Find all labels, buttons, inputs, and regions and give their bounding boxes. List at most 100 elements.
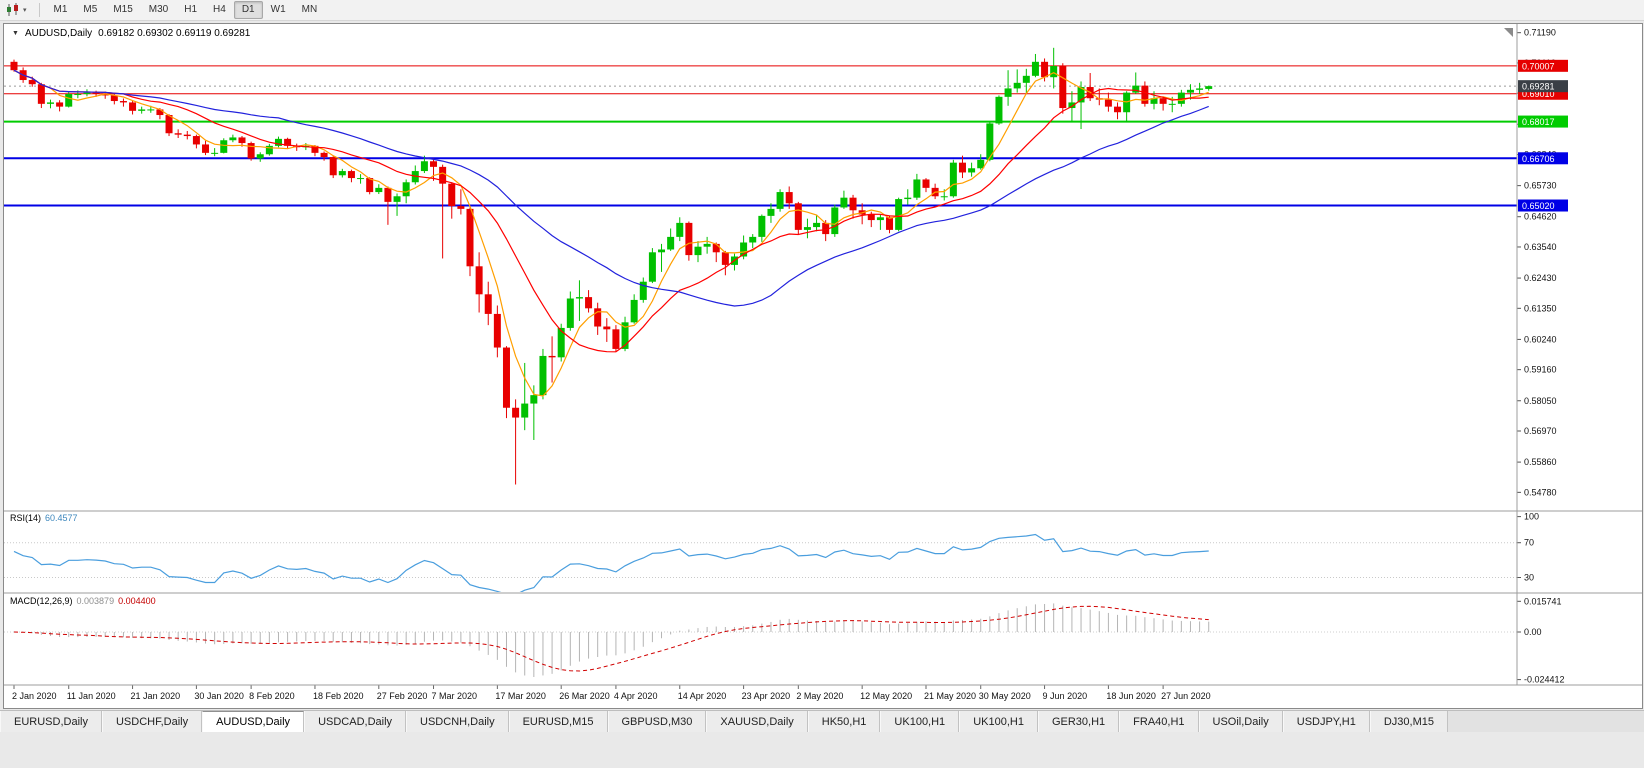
timeframe-toolbar: ▾ M1 M5 M15 M30 H1 H4 D1 W1 MN <box>0 0 1644 21</box>
svg-text:27 Jun 2020: 27 Jun 2020 <box>1161 691 1211 701</box>
chart-window: 0.711900.701100.690300.679200.668400.657… <box>3 23 1643 709</box>
tab-xauusd-daily[interactable]: XAUUSD,Daily <box>706 711 808 732</box>
svg-text:0.71190: 0.71190 <box>1524 28 1556 38</box>
macd-name: MACD(12,26,9) <box>10 596 73 606</box>
macd-main-value: 0.003879 <box>76 596 115 606</box>
rsi-name: RSI(14) <box>10 513 42 523</box>
level-price-label <box>1518 115 1568 128</box>
svg-text:30 Jan 2020: 30 Jan 2020 <box>194 691 244 701</box>
svg-text:11 Jan 2020: 11 Jan 2020 <box>67 691 116 701</box>
collapse-arrow-icon[interactable]: ▼ <box>12 30 19 37</box>
timeframe-button-M30[interactable]: M30 <box>148 4 169 15</box>
svg-text:21 May 2020: 21 May 2020 <box>924 691 976 701</box>
svg-text:0.70007: 0.70007 <box>1522 61 1555 71</box>
tab-usdcad-daily[interactable]: USDCAD,Daily <box>304 711 407 732</box>
svg-text:0.56970: 0.56970 <box>1524 426 1557 436</box>
time-axis: 2 Jan 2020 11 Jan 2020 21 Jan 2020 30 Jan 2… <box>12 685 1211 701</box>
tab-ger30-h1[interactable]: GER30,H1 <box>1037 711 1120 732</box>
chart-symbol-label: AUDUSD,Daily <box>24 28 93 39</box>
svg-text:70: 70 <box>1524 538 1534 548</box>
tab-fra40-h1[interactable]: FRA40,H1 <box>1119 711 1199 732</box>
svg-text:17 Mar 2020: 17 Mar 2020 <box>495 691 546 701</box>
svg-text:0.015741: 0.015741 <box>1524 596 1562 606</box>
macd-indicator-label: MACD(12,26,9) 0.003879 0.004400 <box>10 596 156 606</box>
macd-signal-line <box>13 605 1209 672</box>
svg-text:2 May 2020: 2 May 2020 <box>796 691 843 701</box>
tab-hk50-h1[interactable]: HK50,H1 <box>807 711 881 732</box>
svg-text:-0.024412: -0.024412 <box>1524 675 1565 685</box>
svg-text:0.59160: 0.59160 <box>1524 365 1557 375</box>
svg-text:0.66706: 0.66706 <box>1522 154 1555 164</box>
svg-text:27 Feb 2020: 27 Feb 2020 <box>377 691 428 701</box>
tab-eurusd-daily[interactable]: EURUSD,Daily <box>0 711 102 732</box>
bid-price-label <box>1518 80 1568 93</box>
tab-dj30-m15[interactable]: DJ30,M15 <box>1369 711 1448 732</box>
tab-usdchf-daily[interactable]: USDCHF,Daily <box>101 711 203 732</box>
svg-text:30: 30 <box>1524 573 1534 583</box>
svg-text:0.00: 0.00 <box>1524 627 1542 637</box>
timeframe-button-D1[interactable]: D1 <box>233 1 263 19</box>
timeframe-buttons-group: M1 M5 M15 M30 H1 H4 D1 W1 MN <box>46 1 326 19</box>
candles-group <box>10 47 1213 485</box>
macd-signal-value: 0.004400 <box>118 596 156 606</box>
svg-text:4 Apr 2020: 4 Apr 2020 <box>614 691 658 701</box>
timeframe-button-MN[interactable]: MN <box>301 4 318 15</box>
svg-text:100: 100 <box>1524 512 1539 522</box>
tab-audusd-daily[interactable]: AUDUSD,Daily <box>202 711 305 732</box>
timeframe-button-M15[interactable]: M15 <box>113 4 133 15</box>
ma-line-5 <box>13 69 1209 397</box>
chart-type-icon[interactable]: ▾ <box>5 3 27 17</box>
svg-text:9 Jun 2020: 9 Jun 2020 <box>1043 691 1088 701</box>
svg-text:14 Apr 2020: 14 Apr 2020 <box>678 691 727 701</box>
chart-ohlc-values: 0.69182 0.69302 0.69119 0.69281 <box>98 28 251 39</box>
timeframe-button-H4[interactable]: H4 <box>213 4 226 15</box>
svg-text:0.55860: 0.55860 <box>1524 457 1557 467</box>
level-price-label <box>1518 199 1568 212</box>
svg-text:26 Mar 2020: 26 Mar 2020 <box>559 691 610 701</box>
moving-averages <box>13 69 1209 397</box>
timeframe-button-M5[interactable]: M5 <box>83 4 98 15</box>
svg-text:18 Jun 2020: 18 Jun 2020 <box>1106 691 1156 701</box>
svg-text:30 May 2020: 30 May 2020 <box>979 691 1031 701</box>
svg-text:21 Jan 2020: 21 Jan 2020 <box>131 691 181 701</box>
toolbar-separator <box>38 3 40 17</box>
candlestick-chart-icon <box>7 3 18 16</box>
price-axis: 0.711900.701100.690300.679200.668400.657… <box>1517 28 1568 685</box>
svg-text:0.69010: 0.69010 <box>1522 89 1555 99</box>
tab-uk100-h1[interactable]: UK100,H1 <box>880 711 960 732</box>
tab-usoil-daily[interactable]: USOil,Daily <box>1198 711 1283 732</box>
level-price-label <box>1518 59 1568 72</box>
chart-title: ▼ AUDUSD,Daily 0.69182 0.69302 0.69119 0… <box>12 28 250 39</box>
ma-line-30 <box>13 69 1209 307</box>
timeframe-button-M1[interactable]: M1 <box>53 4 68 15</box>
svg-text:7 Mar 2020: 7 Mar 2020 <box>432 691 478 701</box>
rsi-value: 60.4577 <box>45 513 78 523</box>
tab-usdjpy-h1[interactable]: USDJPY,H1 <box>1282 711 1370 732</box>
tab-usdcnh-daily[interactable]: USDCNH,Daily <box>406 711 509 732</box>
svg-text:0.65730: 0.65730 <box>1524 181 1557 191</box>
level-price-label <box>1518 152 1568 165</box>
svg-text:18 Feb 2020: 18 Feb 2020 <box>313 691 364 701</box>
price-chart-canvas[interactable]: 0.711900.701100.690300.679200.668400.657… <box>4 24 1642 708</box>
svg-text:0.64620: 0.64620 <box>1524 212 1557 222</box>
timeframe-button-H1[interactable]: H1 <box>184 4 198 15</box>
status-area <box>0 732 1644 768</box>
svg-text:0.60240: 0.60240 <box>1524 334 1557 344</box>
svg-text:0.63540: 0.63540 <box>1524 242 1557 252</box>
tab-eurusd-m15[interactable]: EURUSD,M15 <box>508 711 608 732</box>
horizontal-levels <box>4 65 1517 207</box>
dropdown-arrow-icon[interactable]: ▾ <box>23 7 27 14</box>
tab-uk100-h1[interactable]: UK100,H1 <box>959 711 1038 732</box>
timeframe-button-W1[interactable]: W1 <box>270 4 286 15</box>
scroll-end-marker-icon <box>1504 28 1513 37</box>
svg-text:2 Jan 2020: 2 Jan 2020 <box>12 691 57 701</box>
rsi-line <box>13 533 1209 592</box>
chart-tab-bar: EURUSD,Daily USDCHF,Daily AUDUSD,Daily USDC… <box>0 710 1644 733</box>
svg-text:23 Apr 2020: 23 Apr 2020 <box>742 691 791 701</box>
rsi-indicator-label: RSI(14) 60.4577 <box>10 513 78 523</box>
svg-text:0.68017: 0.68017 <box>1522 117 1555 127</box>
svg-text:0.65020: 0.65020 <box>1522 201 1555 211</box>
ma-line-13 <box>13 69 1209 353</box>
svg-text:0.61350: 0.61350 <box>1524 303 1557 313</box>
tab-gbpusd-m30[interactable]: GBPUSD,M30 <box>607 711 707 732</box>
